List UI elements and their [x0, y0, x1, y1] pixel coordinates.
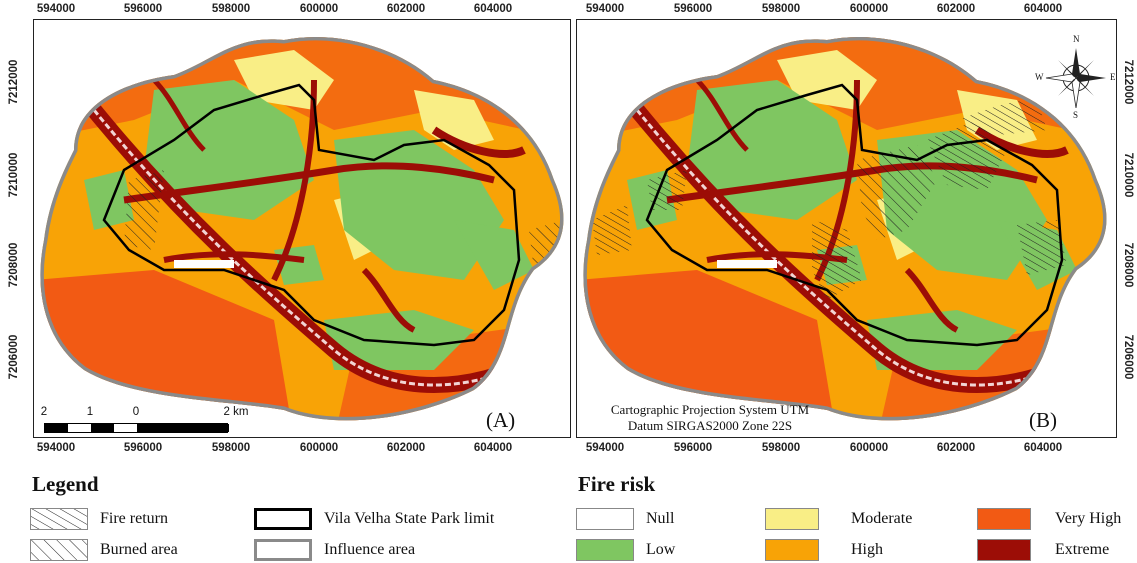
tick-label: 600000: [299, 442, 339, 454]
scale-label: 2 km: [223, 406, 249, 418]
map-panel-b: (B): [576, 19, 1117, 438]
fire-risk-null: Null: [576, 508, 674, 530]
compass-n: N: [1073, 34, 1080, 44]
legend-item-burned-area: Burned area: [30, 539, 178, 561]
tick-label: 598000: [761, 3, 801, 15]
legend-label: Very High: [1055, 510, 1122, 527]
tick-label: 604000: [1023, 3, 1063, 15]
scale-label: 1: [86, 406, 94, 418]
legend-label: Influence area: [324, 541, 416, 558]
legend-label: Null: [646, 510, 675, 527]
legend-item-park-limit: Vila Velha State Park limit: [254, 508, 494, 530]
null-swatch: [576, 508, 634, 530]
tick-label: 596000: [123, 3, 163, 15]
tick-label: 594000: [36, 442, 76, 454]
very-high-swatch: [977, 508, 1031, 530]
legend-label: Vila Velha State Park limit: [324, 510, 495, 527]
legend-label: High: [851, 541, 883, 558]
legend-item-fire-return: Fire return: [30, 508, 168, 530]
legend-label: Low: [646, 541, 676, 558]
tick-label: 7206000: [1122, 334, 1134, 380]
legend-label: Fire return: [100, 510, 168, 527]
burned-area-swatch: [30, 539, 88, 561]
fire-risk-map-a: [40, 36, 564, 421]
panel-label-b: (B): [1029, 408, 1057, 432]
projection-line-1: Cartographic Projection System UTM: [610, 402, 810, 417]
legend-label: Burned area: [100, 541, 178, 558]
compass-w: W: [1035, 72, 1044, 82]
compass-e: E: [1110, 72, 1116, 82]
tick-label: 598000: [211, 3, 251, 15]
scale-label: 2: [40, 406, 48, 418]
tick-label: 7208000: [1122, 242, 1134, 288]
tick-label: 7206000: [8, 334, 20, 380]
legend-label: Moderate: [851, 510, 913, 527]
panel-label-a: (A): [486, 408, 516, 432]
tick-label: 7210000: [8, 152, 20, 198]
legend-label: Extreme: [1055, 541, 1110, 558]
scale-bar: 2 1 0 2 km: [40, 406, 280, 436]
fire-risk-high: High: [765, 539, 883, 561]
north-arrow-icon: N S W E: [1035, 34, 1116, 120]
compass-rose-icon: [1045, 48, 1106, 109]
map-panel-a: (A): [33, 19, 571, 438]
fire-risk-very-high: Very High: [977, 508, 1121, 530]
tick-label: 602000: [936, 3, 976, 15]
tick-label: 598000: [211, 442, 251, 454]
fire-risk-map-b: [583, 36, 1107, 421]
tick-label: 594000: [585, 3, 625, 15]
extreme-swatch: [977, 539, 1031, 561]
scale-label: 0: [132, 406, 140, 418]
fire-risk-title: Fire risk: [578, 472, 656, 496]
tick-label: 602000: [936, 442, 976, 454]
tick-label: 596000: [673, 3, 713, 15]
tick-label: 7208000: [8, 242, 20, 288]
tick-label: 600000: [299, 3, 339, 15]
tick-label: 600000: [849, 3, 889, 15]
tick-label: 604000: [1023, 442, 1063, 454]
low-swatch: [576, 539, 634, 561]
legend-item-influence-area: Influence area: [254, 539, 415, 561]
tick-label: 594000: [36, 3, 76, 15]
scale-bar-segments: [44, 423, 229, 433]
tick-label: 604000: [473, 3, 513, 15]
tick-label: 7212000: [1122, 59, 1134, 105]
tick-label: 594000: [585, 442, 625, 454]
park-limit-swatch: [254, 508, 312, 530]
high-swatch: [765, 539, 819, 561]
compass-s: S: [1073, 110, 1079, 120]
fire-risk-moderate: Moderate: [765, 508, 912, 530]
fire-return-swatch: [30, 508, 88, 530]
tick-label: 596000: [123, 442, 163, 454]
projection-line-2: Datum SIRGAS2000 Zone 22S: [627, 418, 793, 433]
tick-label: 602000: [386, 442, 426, 454]
tick-label: 7210000: [1122, 152, 1134, 198]
tick-label: 604000: [473, 442, 513, 454]
influence-area-swatch: [254, 539, 312, 561]
tick-label: 598000: [761, 442, 801, 454]
tick-label: 596000: [673, 442, 713, 454]
projection-note: Cartographic Projection System UTM Datum…: [590, 402, 830, 434]
fire-risk-low: Low: [576, 539, 675, 561]
tick-label: 602000: [386, 3, 426, 15]
tick-label: 600000: [849, 442, 889, 454]
moderate-swatch: [765, 508, 819, 530]
fire-risk-extreme: Extreme: [977, 539, 1109, 561]
tick-label: 7212000: [8, 59, 20, 105]
legend-title: Legend: [32, 472, 99, 496]
